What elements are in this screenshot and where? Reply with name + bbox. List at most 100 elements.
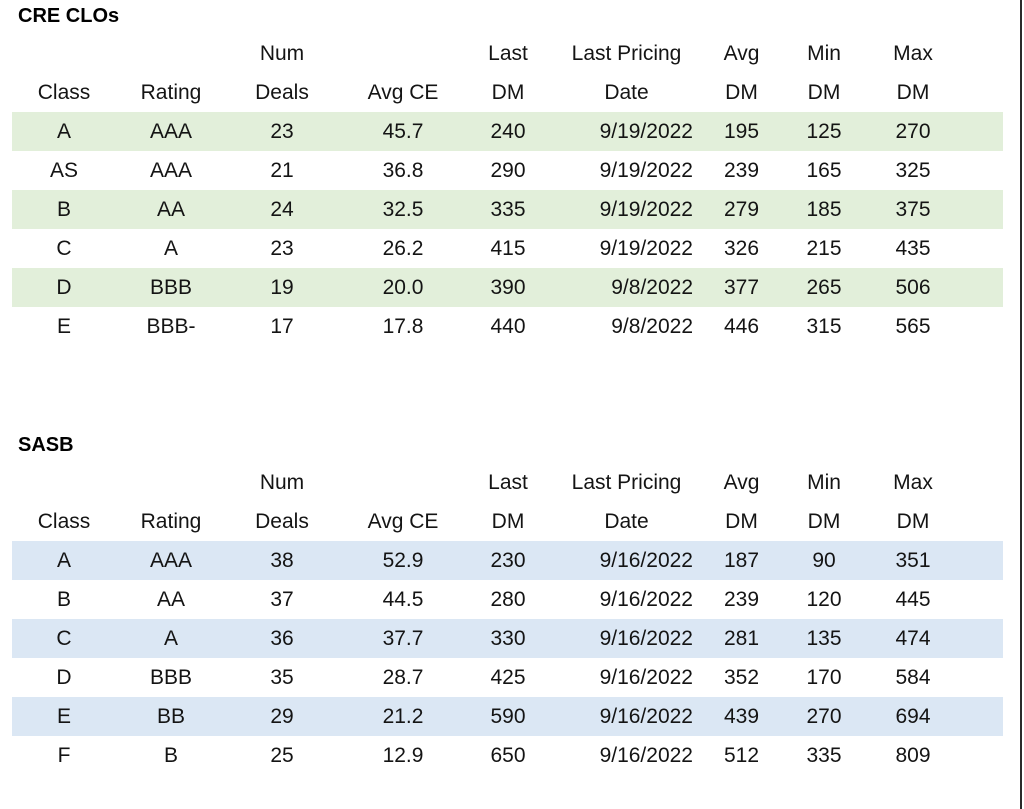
table-cell: 265 <box>806 275 842 299</box>
table-cell: 290 <box>490 158 526 182</box>
table-cell: 239 <box>723 158 760 182</box>
column-header: Num Deals <box>255 42 309 104</box>
table-cell: 29 <box>270 704 294 728</box>
header-row: Class Rating Num Deals Avg CE Last DM Last Pric… <box>12 463 1003 541</box>
table-cell: 590 <box>490 704 526 728</box>
table-cell: AA <box>156 587 185 611</box>
table-cell: 187 <box>723 548 760 572</box>
table-cell: 90 <box>812 548 836 572</box>
table-cell: A <box>163 626 178 650</box>
sasb-table: Class Rating Num Deals Avg CE Last DM Last Pric… <box>12 463 1003 775</box>
table-cell: 445 <box>895 587 931 611</box>
table-title-cre-clos: CRE CLOs <box>18 5 120 27</box>
table-cell: 17 <box>270 314 294 338</box>
table-cell: BB <box>156 704 185 728</box>
table-cell: 19 <box>270 275 294 299</box>
table-cell <box>956 229 1003 268</box>
table-cell: 165 <box>806 158 842 182</box>
table-cell: B <box>56 197 71 221</box>
table-cell: 36.8 <box>382 158 424 182</box>
column-header: Last Pricing Date <box>571 471 682 533</box>
column-header: Last Pricing Date <box>571 42 682 104</box>
table-cell: 280 <box>490 587 526 611</box>
table-cell: 425 <box>490 665 526 689</box>
table-cell: 512 <box>723 743 760 767</box>
table-cell: 38 <box>270 548 294 572</box>
table-cell: 315 <box>806 314 842 338</box>
table-cell: 9/16/2022 <box>599 743 693 767</box>
table-cell <box>956 619 1003 658</box>
table-cell: BBB <box>149 275 193 299</box>
table-cell: 45.7 <box>382 119 424 143</box>
table-cell: 439 <box>723 704 760 728</box>
column-header: Rating <box>140 510 202 533</box>
table-cell: 17.8 <box>382 314 424 338</box>
table-cell <box>956 268 1003 307</box>
column-header: Class <box>37 81 91 104</box>
table-cell: 20.0 <box>382 275 424 299</box>
table-cell: 170 <box>806 665 842 689</box>
table-cell: A <box>56 548 71 572</box>
table-row: A AAA 38 52.9 230 9/16/2022 187 90 351 <box>12 541 1003 580</box>
table-cell: 335 <box>806 743 842 767</box>
sasb-section: SASB Class Rating Num Deals Avg CE Last DM Last… <box>0 434 1024 775</box>
table-cell: 506 <box>895 275 931 299</box>
table-cell: 390 <box>490 275 526 299</box>
screenshot-right-border <box>1020 0 1022 809</box>
table-cell: AA <box>156 197 185 221</box>
header-row: Class Rating Num Deals Avg CE Last DM Last Pric… <box>12 34 1003 112</box>
table-cell: 9/16/2022 <box>599 548 693 572</box>
column-header: Class <box>37 510 91 533</box>
table-cell: 279 <box>723 197 760 221</box>
table-cell <box>956 190 1003 229</box>
table-row: D BBB 19 20.0 390 9/8/2022 377 265 506 <box>12 268 1003 307</box>
table-cell: 9/16/2022 <box>599 587 693 611</box>
table-cell <box>956 736 1003 775</box>
table-cell: 37 <box>270 587 294 611</box>
table-cell: 230 <box>490 548 526 572</box>
table-cell <box>956 307 1003 346</box>
table-row: C A 36 37.7 330 9/16/2022 281 135 474 <box>12 619 1003 658</box>
table-cell: E <box>56 314 71 338</box>
table-cell: 35 <box>270 665 294 689</box>
table-cell: 565 <box>895 314 931 338</box>
column-header: Max DM <box>893 42 933 104</box>
table-cell: 21.2 <box>382 704 424 728</box>
table-cell: 9/19/2022 <box>599 119 693 143</box>
column-header: Avg DM <box>723 42 760 104</box>
table-cell: 26.2 <box>382 236 424 260</box>
table-row: B AA 37 44.5 280 9/16/2022 239 120 445 <box>12 580 1003 619</box>
table-cell: 325 <box>895 158 931 182</box>
table-cell: C <box>56 236 72 260</box>
table-cell: 12.9 <box>382 743 424 767</box>
table-title-sasb: SASB <box>18 434 74 456</box>
table-cell: F <box>57 743 71 767</box>
table-cell: 52.9 <box>382 548 424 572</box>
column-header: Num Deals <box>255 471 309 533</box>
table-row: A AAA 23 45.7 240 9/19/2022 195 125 270 <box>12 112 1003 151</box>
column-header: Min DM <box>807 471 841 533</box>
table-cell: 9/19/2022 <box>599 197 693 221</box>
table-cell: 650 <box>490 743 526 767</box>
table-cell: 239 <box>723 587 760 611</box>
table-cell: 330 <box>490 626 526 650</box>
table-cell: 435 <box>895 236 931 260</box>
table-cell: 809 <box>895 743 931 767</box>
table-cell: 25 <box>270 743 294 767</box>
table-cell: 21 <box>270 158 294 182</box>
table-cell: C <box>56 626 72 650</box>
table-row: AS AAA 21 36.8 290 9/19/2022 239 165 325 <box>12 151 1003 190</box>
table-cell: 37.7 <box>382 626 424 650</box>
column-header: Max DM <box>893 471 933 533</box>
table-cell: 9/19/2022 <box>599 158 693 182</box>
table-cell: 446 <box>723 314 760 338</box>
column-header: Min DM <box>807 42 841 104</box>
table-cell: B <box>163 743 178 767</box>
column-header: Last DM <box>488 42 528 104</box>
table-cell: D <box>56 665 72 689</box>
table-cell: 32.5 <box>382 197 424 221</box>
table-cell: 584 <box>895 665 931 689</box>
table-cell: 23 <box>270 236 294 260</box>
cre-clos-section: CRE CLOs Class Rating Num Deals Avg CE Last DM… <box>0 0 1024 346</box>
